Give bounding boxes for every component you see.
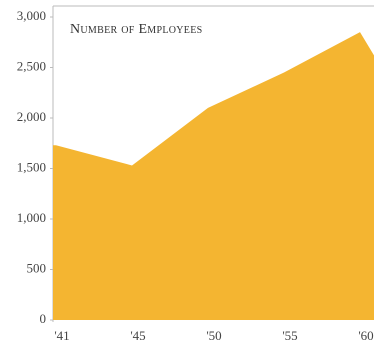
y-tick-label: 2,500 [17, 58, 46, 73]
y-tick-label: 3,000 [17, 8, 46, 23]
x-tick-label: '60 [358, 328, 373, 343]
area [53, 32, 374, 320]
y-tick-label: 1,000 [17, 210, 46, 225]
x-tick-label: '50 [206, 328, 221, 343]
y-tick-label: 500 [27, 260, 47, 275]
chart-title: Number of Employees [70, 22, 203, 37]
y-tick-label: 0 [40, 311, 47, 326]
x-tick-label: '55 [282, 328, 297, 343]
x-tick-label: '41 [54, 328, 69, 343]
x-tick-label: '45 [130, 328, 145, 343]
y-tick-label: 2,000 [17, 109, 46, 124]
y-tick-label: 1,500 [17, 159, 46, 174]
